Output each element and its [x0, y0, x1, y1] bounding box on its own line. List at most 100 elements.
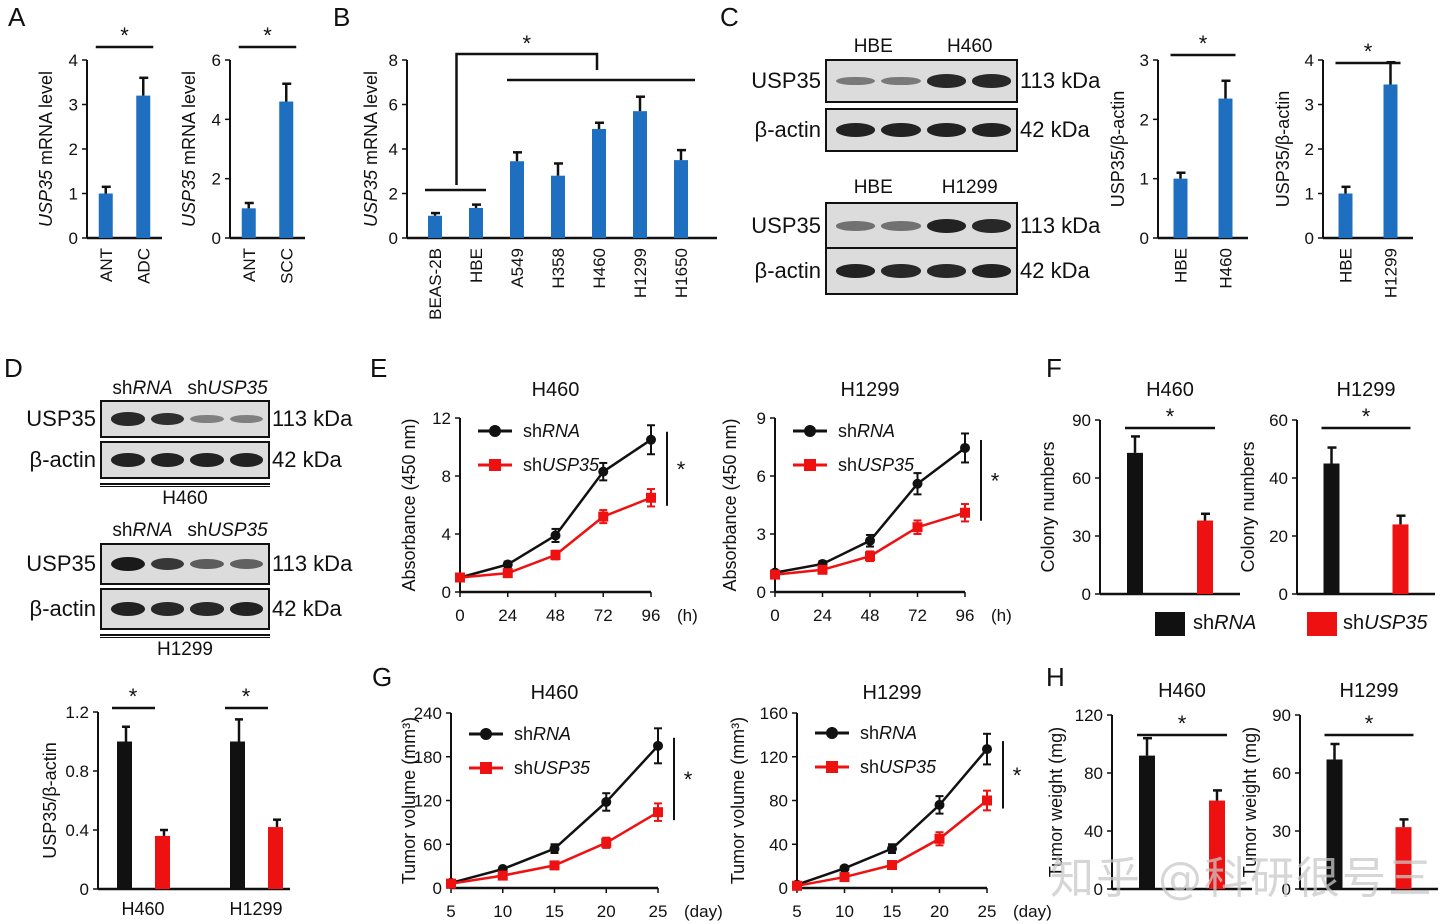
bar: [136, 95, 151, 238]
data-point: [601, 796, 612, 807]
y-tick-label: 4: [212, 110, 221, 129]
chart-title: H1299: [1340, 680, 1399, 702]
y-tick-label: 4: [442, 525, 451, 544]
blot-underline: [100, 483, 270, 487]
x-tick-label: ANT: [97, 248, 116, 282]
data-point: [497, 870, 508, 881]
panel-label-g: G: [372, 662, 393, 692]
blot-band: [111, 453, 145, 467]
chart-title: H1299: [863, 682, 922, 704]
data-point: [982, 744, 992, 755]
blot-membrane: [100, 543, 270, 585]
y-axis-label: USP35 mRNA level: [36, 71, 56, 227]
y-tick-label: 0: [1282, 880, 1291, 899]
blot-band: [190, 453, 224, 467]
blot-band: [190, 414, 224, 424]
x-tick-label: BEAS-2B: [426, 248, 445, 320]
y-tick-label: 0: [1305, 229, 1314, 248]
y-tick-label: 12: [432, 409, 451, 428]
x-tick-label: H460: [121, 899, 164, 919]
y-tick-label: 80: [769, 792, 788, 811]
y-tick-label: 3: [757, 525, 766, 544]
bar: [1218, 98, 1233, 238]
western-blot-d-h1299: shRNA shUSP35 USP35 113 kDa β-actin 42 kDa H12…: [18, 520, 363, 660]
blot-band: [881, 221, 921, 231]
blot-band: [836, 76, 876, 86]
y-tick-label: 0: [433, 879, 442, 898]
data-point: [601, 837, 612, 848]
y-tick-label: 20: [1269, 527, 1288, 546]
blot-row-label: USP35: [751, 68, 821, 93]
blot-band: [971, 219, 1011, 233]
bar: [1127, 452, 1143, 594]
blot-kda-label: 42 kDa: [1020, 117, 1090, 142]
bar: [1139, 755, 1155, 889]
y-tick-label: 9: [757, 409, 766, 428]
y-axis-label: USP35 mRNA level: [179, 71, 199, 227]
series-line: [796, 799, 988, 888]
significance-star: *: [522, 31, 531, 56]
data-point: [792, 880, 802, 891]
y-tick-label: 2: [1305, 140, 1314, 159]
y-tick-label: 4: [69, 51, 78, 70]
data-point: [887, 843, 897, 854]
legend-swatch-shrna: [1155, 612, 1185, 636]
data-point: [960, 442, 970, 453]
chart-e-h1299: 0 3 6 9 0 24 48 72 96 (h) shRNA shUSP35 * H1299 Absorb…: [720, 379, 1012, 625]
x-tick-label: 72: [908, 606, 927, 625]
y-tick-label: 0: [212, 229, 221, 248]
legend-prefix: sh: [1193, 612, 1215, 634]
blot-band: [926, 74, 966, 88]
data-point: [550, 550, 561, 561]
data-point: [934, 833, 945, 844]
blot-row-label: β-actin: [754, 258, 821, 283]
blot-band: [229, 559, 263, 569]
blot-row-label: USP35: [26, 406, 96, 431]
x-axis-unit: (h): [991, 606, 1012, 625]
x-tick-label: 10: [835, 902, 854, 921]
data-point: [549, 860, 560, 871]
data-point: [865, 535, 875, 546]
data-point: [502, 568, 513, 579]
chart-c-h1299: 0 1 2 3 4 HBE H1299 * USP35/β-actin: [1273, 39, 1413, 298]
x-tick-label: 20: [930, 902, 949, 921]
y-tick-label: 1: [69, 185, 78, 204]
bar: [1326, 759, 1343, 889]
y-tick-label: 4: [389, 140, 398, 159]
y-axis-label: USP35/β-actin: [1273, 91, 1293, 207]
y-tick-label: 30: [1072, 527, 1091, 546]
x-tick-label: 48: [861, 606, 880, 625]
x-tick-label: 25: [649, 902, 668, 921]
chart-c-h460: 0 1 2 3 HBE H460 * USP35/β-actin: [1108, 31, 1248, 289]
y-tick-label: 0.4: [65, 821, 89, 840]
bar: [510, 161, 524, 238]
x-tick-label: H358: [549, 248, 568, 289]
blot-band: [881, 264, 921, 278]
blot-kda-label: 42 kDa: [272, 447, 342, 472]
blot-band: [971, 74, 1011, 88]
data-point: [446, 878, 456, 889]
blot-membrane: [825, 59, 1018, 103]
legend-italic: USP35: [1364, 612, 1428, 634]
y-tick-label: 1.2: [65, 703, 89, 722]
blot-band: [150, 453, 184, 467]
significance-star: *: [1362, 404, 1371, 429]
significance-star: *: [684, 767, 693, 792]
data-point: [960, 507, 970, 518]
significance-star: *: [129, 684, 138, 709]
bar: [551, 175, 565, 238]
blot-row-label: USP35: [26, 551, 96, 576]
blot-band: [971, 123, 1011, 137]
significance-star: *: [1166, 404, 1175, 429]
chart-f-h1299: 0 20 40 60 * H1299 Colony numbers: [1238, 379, 1435, 604]
blot-band: [971, 264, 1011, 278]
y-tick-label: 0.8: [65, 762, 89, 781]
x-tick-label: ADC: [134, 248, 153, 284]
y-tick-label: 8: [389, 51, 398, 70]
data-point: [549, 843, 560, 854]
data-point: [839, 863, 850, 874]
panel-label-d: D: [4, 353, 23, 383]
legend-label: shRNA: [838, 421, 895, 441]
y-tick-label: 30: [1272, 822, 1291, 841]
bar: [592, 128, 606, 238]
